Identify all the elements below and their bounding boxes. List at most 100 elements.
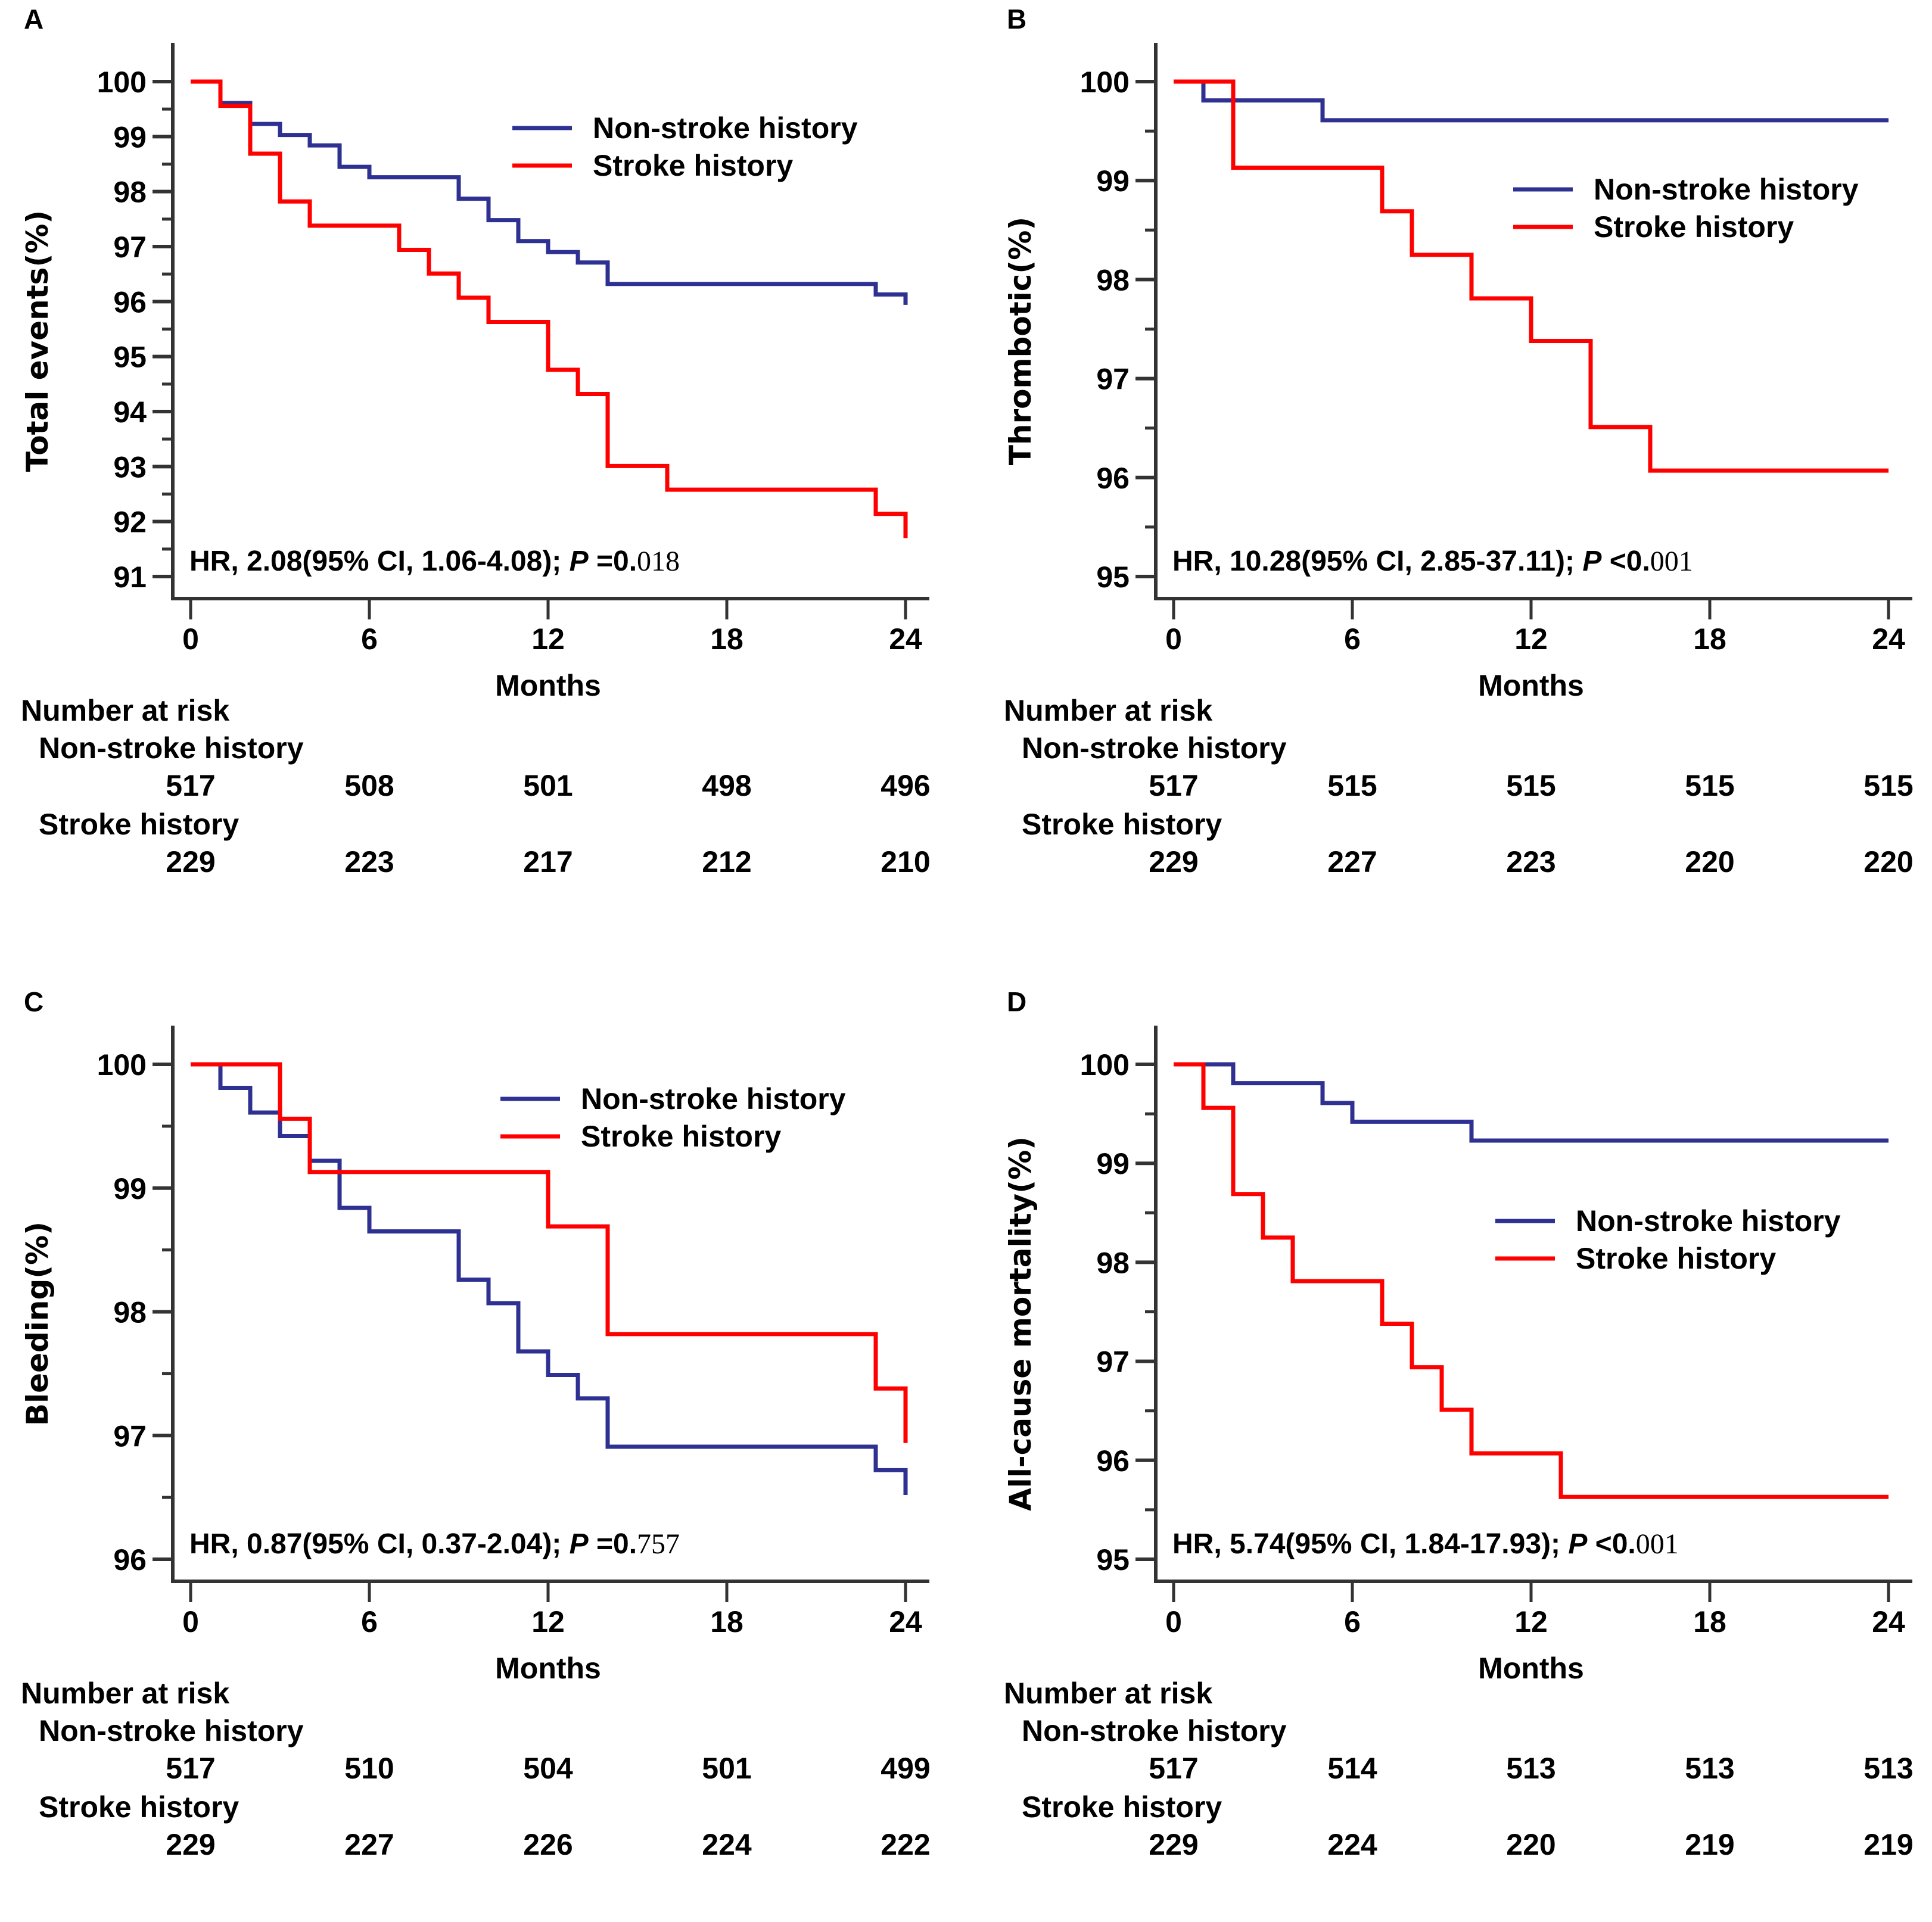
x-tick-label: 24 [889, 622, 922, 656]
risk-value: 226 [523, 1828, 573, 1861]
panel-d: D 95 96 97 98 99 100 0 6 12 18 24 All-cause mortalit… [983, 983, 1932, 1922]
hr-text: HR, 2.08(95% CI, 1.06-4.08); [189, 546, 570, 577]
risk-value: 515 [1327, 769, 1377, 802]
risk-value: 508 [344, 769, 394, 802]
x-tick-label: 0 [1165, 622, 1182, 656]
x-tick-label: 0 [1165, 1605, 1182, 1638]
legend-label-non-stroke: Non-stroke history [593, 111, 858, 145]
km-chart-a: A 91 92 93 94 95 96 97 98 99 100 0 6 12 18 24 Total even… [20, 4, 931, 879]
panel-b: B 95 96 97 98 99 100 0 6 12 18 24 Thrombotic(%) Month… [983, 0, 1932, 939]
y-tick-label: 96 [113, 285, 147, 319]
x-tick-label: 24 [1872, 622, 1905, 656]
risk-value: 514 [1327, 1752, 1377, 1785]
x-tick-label: 6 [1344, 1605, 1361, 1638]
risk-value: 223 [344, 845, 394, 879]
y-axis-title: All-cause mortality(%) [1003, 1136, 1038, 1511]
hr-annotation: HR, 0.87(95% CI, 0.37-2.04); P =0.757 [189, 1528, 680, 1560]
risk-row-label: Non-stroke history [39, 731, 304, 765]
risk-value: 515 [1863, 769, 1913, 802]
x-axis-title: Months [1478, 669, 1584, 702]
y-tick-label: 93 [113, 450, 147, 484]
y-axis-title: Thrombotic(%) [1003, 217, 1038, 465]
p-value: 757 [637, 1528, 680, 1560]
risk-row-label: Non-stroke history [39, 1714, 304, 1747]
legend-label-non-stroke: Non-stroke history [581, 1082, 846, 1116]
risk-table-title: Number at risk [21, 1677, 229, 1710]
hr-text: HR, 0.87(95% CI, 0.37-2.04); [189, 1528, 570, 1560]
p-value: 018 [637, 546, 680, 577]
y-tick-label: 98 [1096, 263, 1130, 297]
legend-label-stroke: Stroke history [593, 149, 793, 182]
risk-value: 227 [344, 1828, 394, 1861]
p-value: 001 [1650, 546, 1693, 577]
series-line-stroke [1174, 1062, 1889, 1499]
risk-value: 223 [1506, 845, 1555, 879]
km-chart-c: C 96 97 98 99 100 0 6 12 18 24 Bleeding(%) Months Non… [20, 986, 931, 1861]
p-label: P [1568, 1528, 1588, 1560]
risk-row-label: Stroke history [39, 808, 239, 841]
legend-label-stroke: Stroke history [581, 1120, 781, 1153]
risk-value: 222 [881, 1828, 930, 1861]
y-axis-title: Total events(%) [20, 210, 55, 472]
risk-value: 220 [1685, 845, 1734, 879]
y-tick-label: 96 [113, 1543, 147, 1577]
risk-row-label: Non-stroke history [1022, 1714, 1287, 1747]
p-value: 001 [1636, 1528, 1679, 1560]
x-tick-label: 12 [531, 622, 565, 656]
x-tick-label: 12 [531, 1605, 565, 1638]
hr-text: HR, 5.74(95% CI, 1.84-17.93); [1172, 1528, 1568, 1560]
risk-value: 219 [1685, 1828, 1734, 1861]
hr-annotation: HR, 5.74(95% CI, 1.84-17.93); P <0.001 [1172, 1528, 1679, 1560]
y-tick-label: 96 [1096, 1444, 1130, 1478]
panel-a: A 91 92 93 94 95 96 97 98 99 100 0 6 12 18 24 Total even… [0, 0, 965, 939]
legend-label-non-stroke: Non-stroke history [1594, 173, 1859, 206]
series-line-non-stroke [191, 1062, 908, 1495]
risk-value: 517 [166, 1752, 215, 1785]
risk-table-title: Number at risk [21, 694, 229, 727]
risk-value: 517 [166, 769, 215, 802]
risk-row-label: Non-stroke history [1022, 731, 1287, 765]
y-tick-label: 97 [113, 1419, 147, 1453]
hr-annotation: HR, 10.28(95% CI, 2.85-37.11); P <0.001 [1172, 546, 1693, 577]
y-tick-label: 99 [1096, 164, 1130, 198]
legend-label-stroke: Stroke history [1576, 1242, 1776, 1275]
risk-row-label: Stroke history [39, 1790, 239, 1824]
series-line-non-stroke [191, 79, 908, 305]
y-tick-label: 95 [1096, 1543, 1130, 1577]
y-tick-label: 100 [1080, 66, 1130, 99]
panel-c: C 96 97 98 99 100 0 6 12 18 24 Bleeding(%) Months Non… [0, 983, 965, 1922]
risk-value: 229 [1149, 1828, 1198, 1861]
x-axis-title: Months [495, 1652, 601, 1685]
risk-value: 498 [702, 769, 751, 802]
risk-value: 229 [166, 845, 215, 879]
y-tick-label: 94 [113, 395, 147, 429]
y-tick-label: 98 [113, 176, 147, 209]
y-tick-label: 100 [97, 1048, 147, 1082]
y-tick-label: 97 [1096, 363, 1130, 396]
y-tick-label: 97 [1096, 1345, 1130, 1379]
p-operator: <0. [1587, 1528, 1635, 1560]
risk-value: 229 [1149, 845, 1198, 879]
legend-label-non-stroke: Non-stroke history [1576, 1204, 1841, 1238]
y-tick-label: 100 [1080, 1048, 1130, 1082]
x-tick-label: 12 [1514, 622, 1548, 656]
risk-value: 227 [1327, 845, 1377, 879]
risk-value: 229 [166, 1828, 215, 1861]
y-tick-label: 95 [1096, 560, 1130, 594]
x-tick-label: 6 [361, 622, 378, 656]
risk-value: 501 [523, 769, 573, 802]
x-tick-label: 18 [710, 1605, 743, 1638]
p-operator: =0. [589, 1528, 637, 1560]
panel-letter: A [24, 4, 43, 35]
legend-label-stroke: Stroke history [1594, 210, 1794, 244]
risk-value: 504 [523, 1752, 573, 1785]
panel-letter: D [1007, 986, 1026, 1017]
x-tick-label: 0 [182, 1605, 199, 1638]
y-tick-label: 91 [113, 560, 147, 594]
y-axis-title: Bleeding(%) [20, 1222, 55, 1426]
risk-row-label: Stroke history [1022, 1790, 1222, 1824]
x-tick-label: 24 [889, 1605, 922, 1638]
risk-value: 217 [523, 845, 573, 879]
x-axis-title: Months [495, 669, 601, 702]
x-tick-label: 18 [710, 622, 743, 656]
